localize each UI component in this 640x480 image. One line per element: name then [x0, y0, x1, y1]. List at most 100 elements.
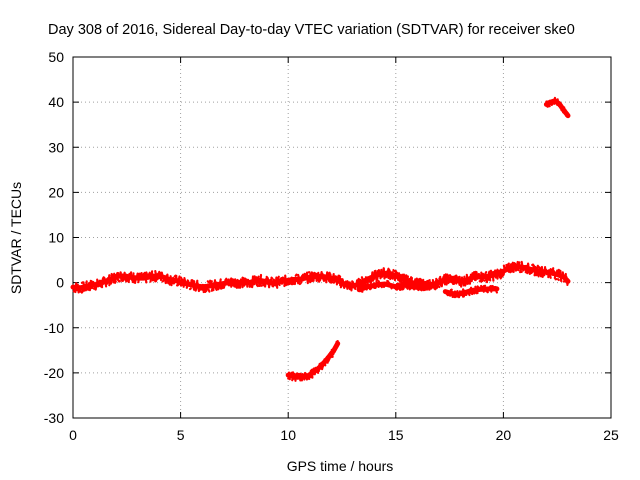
data-point	[196, 281, 200, 286]
data-point	[506, 262, 510, 268]
data-point	[345, 281, 349, 290]
data-point	[415, 283, 419, 287]
data-point	[462, 282, 466, 286]
data-point	[71, 285, 75, 289]
data-point	[310, 368, 314, 379]
data-point	[92, 280, 96, 285]
data-point	[218, 278, 222, 285]
x-axis-label: GPS time / hours	[287, 458, 394, 474]
data-point	[143, 273, 147, 278]
data-point	[269, 278, 273, 283]
data-point	[394, 270, 398, 274]
series-arc-10-12h	[285, 340, 341, 382]
data-point	[339, 277, 342, 287]
data-point	[243, 283, 246, 287]
data-point	[448, 278, 451, 283]
data-point	[397, 276, 401, 282]
data-point	[374, 284, 378, 289]
chart-title: Day 308 of 2016, Sidereal Day-to-day VTE…	[48, 22, 575, 38]
data-point	[558, 103, 562, 108]
data-point	[518, 266, 522, 269]
data-point	[367, 284, 372, 289]
data-point	[297, 273, 301, 281]
data-point	[185, 283, 189, 289]
data-point	[249, 282, 253, 288]
data-point	[385, 282, 389, 287]
data-point	[209, 280, 213, 287]
data-point	[91, 282, 95, 287]
data-point	[455, 274, 459, 279]
data-point	[474, 285, 478, 293]
data-point	[154, 270, 158, 277]
data-point	[385, 272, 389, 278]
data-point	[141, 274, 145, 280]
data-point	[229, 277, 233, 284]
data-point	[446, 273, 450, 278]
data-point	[429, 283, 433, 288]
data-point	[556, 99, 560, 104]
data-point	[290, 276, 294, 285]
data-point	[121, 275, 125, 280]
data-point	[318, 274, 321, 281]
y-tick-label: -10	[44, 320, 64, 336]
data-point	[264, 279, 267, 288]
data-point	[322, 279, 326, 282]
data-point	[255, 283, 259, 288]
data-point	[190, 279, 194, 284]
data-point	[331, 273, 335, 281]
x-tick-label: 15	[388, 427, 404, 443]
data-point	[485, 288, 489, 294]
data-point	[333, 347, 337, 352]
data-point	[388, 268, 392, 274]
data-point	[100, 278, 105, 287]
data-point	[318, 277, 322, 282]
data-point	[94, 284, 98, 291]
y-axis-label: SDTVAR / TECUs	[8, 182, 24, 294]
series-main-band	[70, 260, 571, 294]
x-tick-label: 10	[280, 427, 296, 443]
data-point	[335, 342, 338, 349]
data-point	[160, 271, 164, 278]
x-tick-label: 20	[496, 427, 512, 443]
data-point	[424, 287, 429, 291]
data-point	[481, 278, 485, 283]
data-point	[371, 276, 375, 282]
data-point	[502, 272, 505, 277]
data-point	[490, 286, 494, 293]
data-point	[547, 102, 551, 106]
data-point	[183, 277, 187, 283]
data-point	[333, 278, 337, 282]
data-point	[405, 282, 409, 289]
data-point	[449, 277, 453, 284]
data-point	[481, 285, 485, 293]
data-point	[159, 276, 163, 280]
data-point	[321, 272, 325, 280]
data-point	[487, 270, 491, 276]
data-point	[113, 280, 117, 284]
data-point	[316, 369, 320, 374]
data-point	[556, 278, 560, 282]
data-point	[377, 280, 381, 285]
data-point	[180, 278, 184, 282]
data-point	[321, 365, 324, 370]
data-point	[179, 282, 183, 287]
data-point	[495, 289, 498, 294]
data-point	[175, 276, 179, 283]
data-point	[271, 284, 275, 288]
data-point	[323, 363, 327, 367]
data-point	[360, 281, 363, 286]
data-point	[360, 276, 364, 281]
data-point	[270, 276, 274, 280]
data-point	[192, 284, 196, 291]
data-point	[363, 279, 367, 283]
data-point	[130, 273, 133, 277]
data-point	[545, 100, 549, 105]
data-point	[560, 275, 564, 280]
data-point	[329, 350, 333, 354]
data-point	[340, 280, 344, 286]
data-point	[301, 273, 305, 278]
data-point	[107, 274, 111, 284]
data-point	[422, 284, 426, 289]
data-point	[268, 283, 271, 288]
data-point	[148, 271, 152, 276]
